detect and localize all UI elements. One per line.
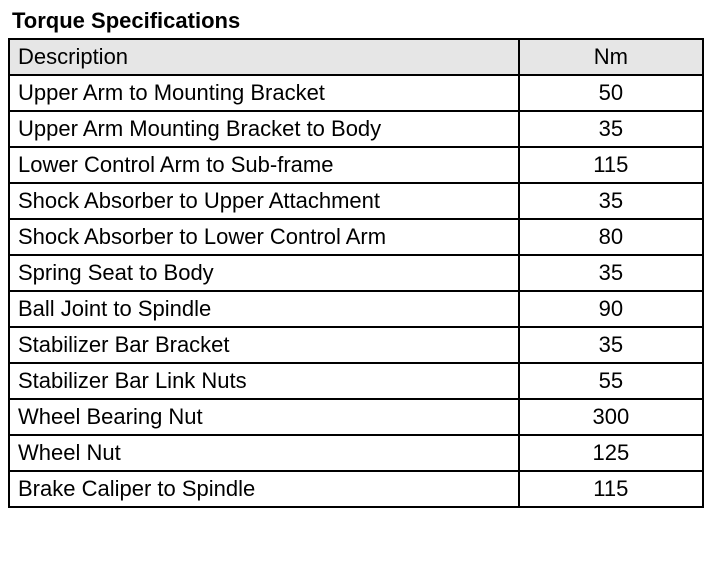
col-header-description: Description	[9, 39, 519, 75]
cell-nm: 50	[519, 75, 703, 111]
cell-nm: 90	[519, 291, 703, 327]
table-row: Wheel Bearing Nut 300	[9, 399, 703, 435]
table-row: Upper Arm Mounting Bracket to Body 35	[9, 111, 703, 147]
cell-nm: 300	[519, 399, 703, 435]
table-row: Spring Seat to Body 35	[9, 255, 703, 291]
page-title: Torque Specifications	[8, 8, 704, 34]
cell-nm: 35	[519, 255, 703, 291]
cell-description: Shock Absorber to Upper Attachment	[9, 183, 519, 219]
cell-nm: 35	[519, 111, 703, 147]
cell-nm: 115	[519, 471, 703, 507]
cell-nm: 80	[519, 219, 703, 255]
table-row: Shock Absorber to Upper Attachment 35	[9, 183, 703, 219]
cell-nm: 35	[519, 327, 703, 363]
torque-table: Description Nm Upper Arm to Mounting Bra…	[8, 38, 704, 508]
cell-description: Spring Seat to Body	[9, 255, 519, 291]
cell-description: Shock Absorber to Lower Control Arm	[9, 219, 519, 255]
cell-nm: 35	[519, 183, 703, 219]
cell-description: Upper Arm Mounting Bracket to Body	[9, 111, 519, 147]
table-row: Upper Arm to Mounting Bracket 50	[9, 75, 703, 111]
col-header-nm: Nm	[519, 39, 703, 75]
table-row: Stabilizer Bar Bracket 35	[9, 327, 703, 363]
cell-description: Brake Caliper to Spindle	[9, 471, 519, 507]
table-row: Ball Joint to Spindle 90	[9, 291, 703, 327]
cell-description: Stabilizer Bar Link Nuts	[9, 363, 519, 399]
cell-description: Ball Joint to Spindle	[9, 291, 519, 327]
cell-description: Wheel Nut	[9, 435, 519, 471]
cell-description: Stabilizer Bar Bracket	[9, 327, 519, 363]
cell-nm: 125	[519, 435, 703, 471]
table-row: Lower Control Arm to Sub-frame 115	[9, 147, 703, 183]
cell-description: Upper Arm to Mounting Bracket	[9, 75, 519, 111]
table-row: Wheel Nut 125	[9, 435, 703, 471]
cell-nm: 55	[519, 363, 703, 399]
table-row: Shock Absorber to Lower Control Arm 80	[9, 219, 703, 255]
cell-nm: 115	[519, 147, 703, 183]
cell-description: Wheel Bearing Nut	[9, 399, 519, 435]
table-row: Stabilizer Bar Link Nuts 55	[9, 363, 703, 399]
table-header-row: Description Nm	[9, 39, 703, 75]
table-row: Brake Caliper to Spindle 115	[9, 471, 703, 507]
cell-description: Lower Control Arm to Sub-frame	[9, 147, 519, 183]
